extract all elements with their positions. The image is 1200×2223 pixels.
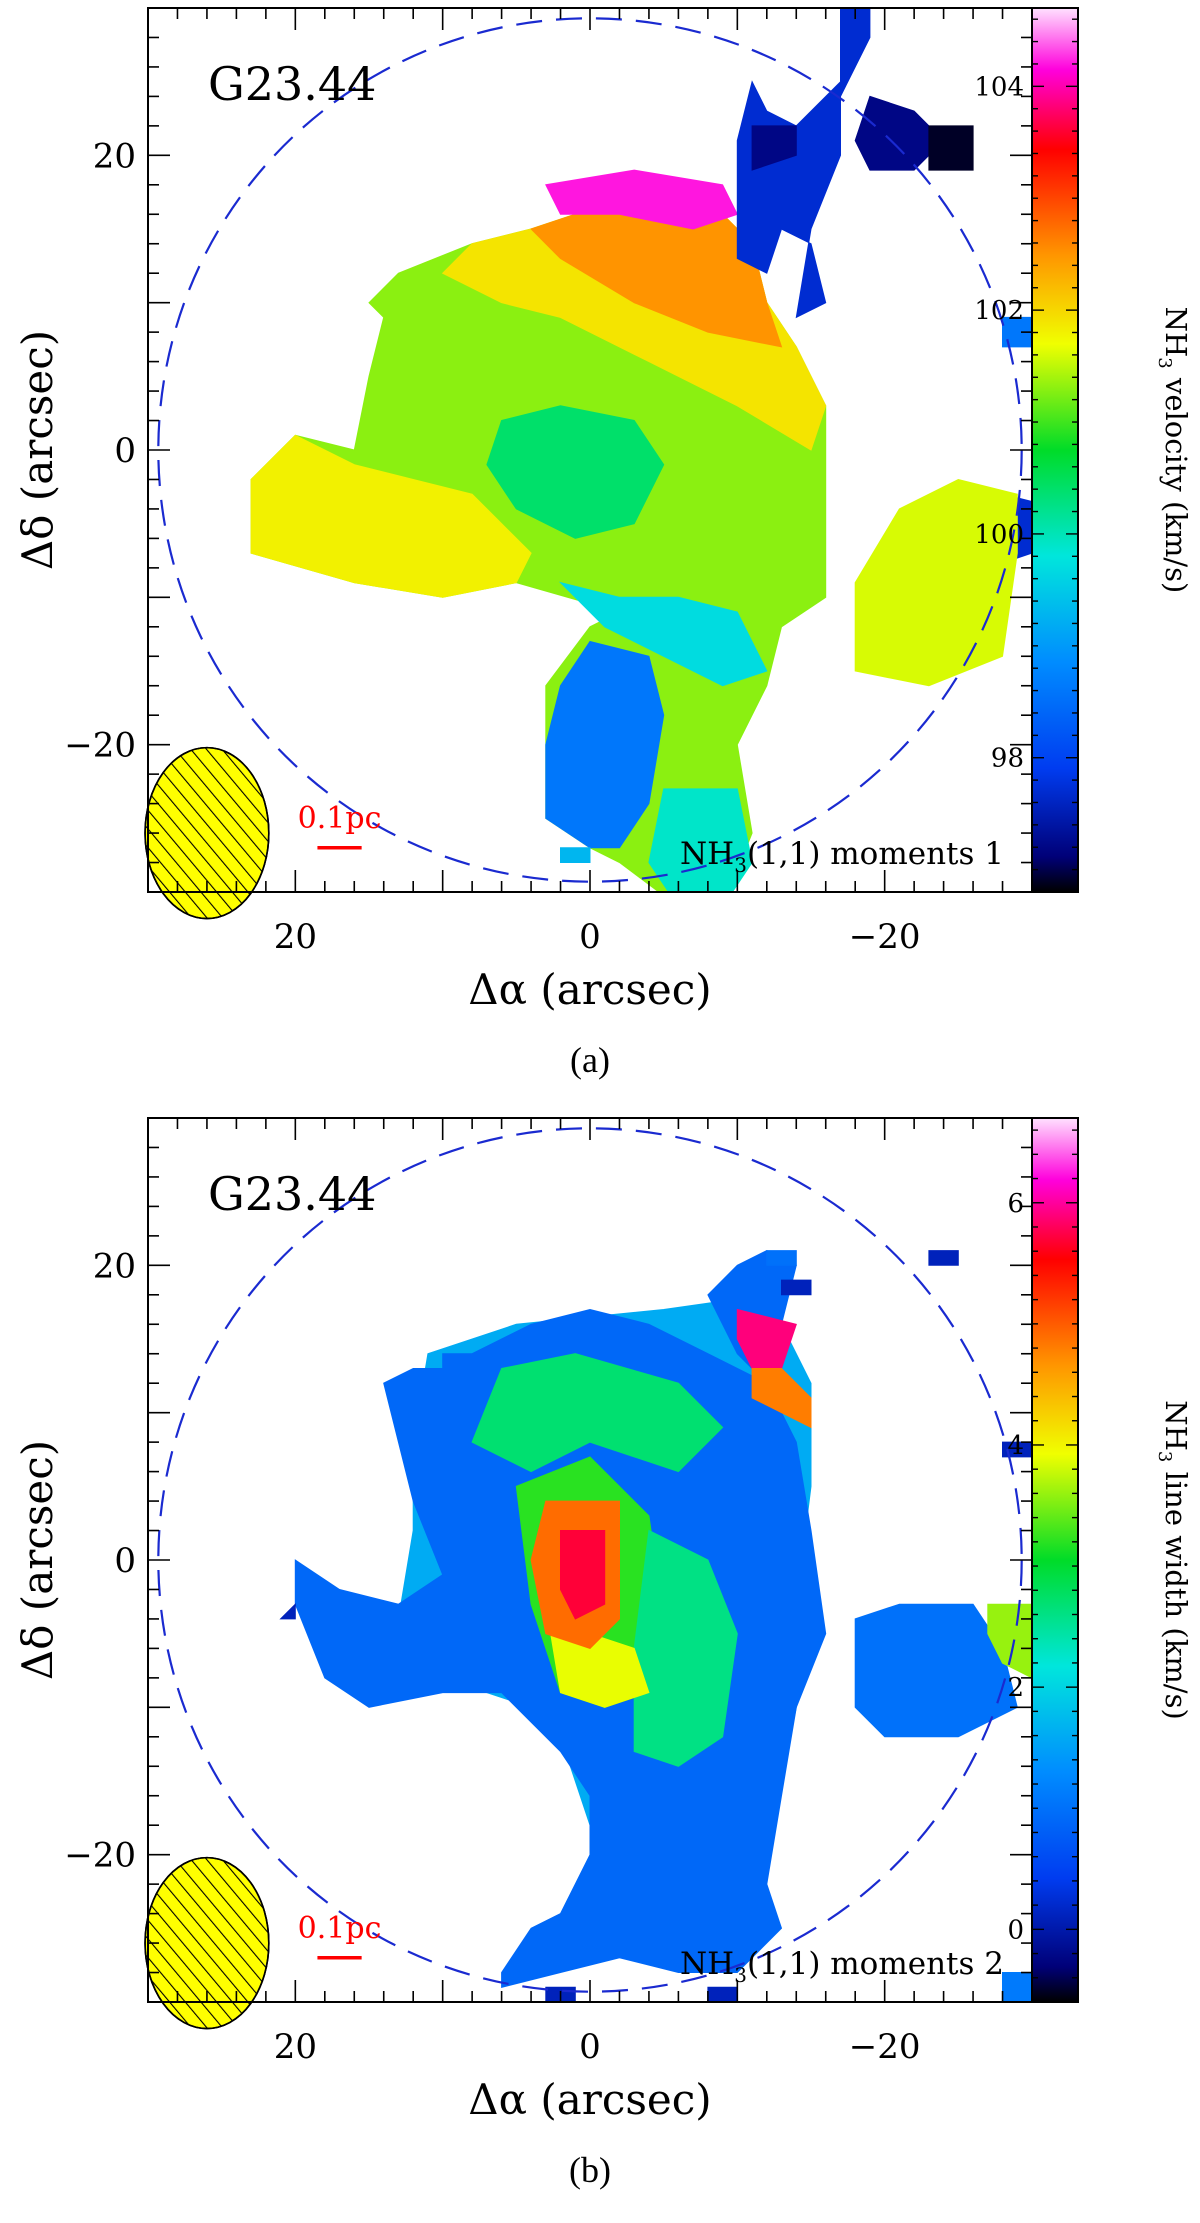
emission-region: [545, 169, 739, 230]
x-tick-label: −20: [849, 917, 921, 957]
x-axis-label: Δα (arcsec): [468, 965, 711, 1014]
colorbar: [1031, 7, 1079, 893]
colorbar-ticks: [1032, 1129, 1078, 1979]
y-tick-label: −20: [64, 1836, 136, 1876]
emission-region: [648, 788, 753, 892]
emission-region: [736, 8, 871, 319]
emission-map: [279, 1250, 1032, 2002]
scale-bar-label: 0.1pc: [298, 801, 382, 836]
axis-ticks: [147, 1117, 1033, 2003]
synthesized-beam-outline: [144, 746, 270, 920]
map-label: NH3(1,1) moments 1: [680, 836, 1004, 877]
emission-region: [781, 1279, 812, 1296]
colorbar: [1031, 1117, 1079, 2003]
colorbar-tick-label: 0: [1007, 1915, 1024, 1945]
y-tick-label: 20: [93, 1246, 136, 1286]
colorbar-tick-label: 4: [1007, 1431, 1024, 1461]
source-label: G23.44: [208, 1167, 376, 1221]
emission-region: [987, 1603, 1032, 1679]
emission-region: [928, 1250, 959, 1266]
axis-ticks: [147, 7, 1033, 893]
colorbar-ticks: [1032, 18, 1078, 893]
panel-caption: (b): [569, 2150, 611, 2190]
synthesized-beam-outline: [144, 1856, 270, 2030]
emission-region: [1002, 1441, 1032, 1458]
emission-region: [928, 125, 974, 171]
map-label: NH3(1,1) moments 2: [680, 1946, 1004, 1987]
panel-b: 0.1pc G23.44 NH3(1,1) moments 2 20 0 −20 20 0 −2…: [0, 1110, 1200, 2219]
emission-region: [545, 640, 665, 849]
emission-region: [854, 478, 1018, 687]
colorbar-tick-label: 102: [974, 296, 1024, 326]
emission-map: [250, 8, 1032, 892]
emission-region: [751, 125, 797, 171]
emission-region: [560, 1530, 606, 1620]
emission-region: [279, 1602, 296, 1620]
emission-region: [751, 1368, 812, 1429]
source-label: G23.44: [208, 57, 376, 111]
emission-region: [471, 1353, 724, 1473]
x-axis-label: Δα (arcsec): [468, 2075, 711, 2124]
scale-bar-label: 0.1pc: [298, 1911, 382, 1946]
x-tick-label: 20: [274, 917, 317, 957]
colorbar-tick-label: 100: [974, 520, 1024, 550]
colorbar-label: NH3 velocity (km/s): [1154, 307, 1193, 594]
colorbar-label: NH3 line width (km/s): [1154, 1400, 1193, 1720]
emission-region: [707, 1986, 738, 2002]
y-tick-label: 20: [93, 136, 136, 176]
y-axis-label: Δδ (arcsec): [13, 330, 62, 570]
x-tick-label: 20: [274, 2027, 317, 2067]
x-tick-label: −20: [849, 2027, 921, 2067]
colorbar-tick-label: 104: [974, 72, 1024, 102]
colorbar-tick-label: 6: [1007, 1189, 1024, 1219]
emission-region: [1002, 316, 1032, 348]
x-tick-label: 0: [579, 917, 601, 957]
colorbar-tick-label: 98: [991, 744, 1024, 774]
emission-region: [560, 847, 591, 863]
velocity-map-chart: 0.1pc G23.44 NH3(1,1) moments 1 20 0 −20 20 0 −2…: [13, 7, 1193, 1080]
colorbar-tick-label: 2: [1007, 1673, 1024, 1703]
emission-region: [854, 95, 945, 171]
y-axis-label: Δδ (arcsec): [13, 1440, 62, 1680]
emission-region: [486, 405, 665, 539]
y-tick-label: 0: [114, 431, 136, 471]
panel-a: 0.1pc G23.44 NH3(1,1) moments 1 20 0 −20 20 0 −2…: [0, 0, 1200, 1110]
emission-region: [1002, 1972, 1032, 2002]
x-tick-label: 0: [579, 2027, 601, 2067]
y-tick-label: 0: [114, 1541, 136, 1581]
emission-region: [766, 1250, 797, 1266]
emission-region: [250, 434, 532, 598]
y-tick-label: −20: [64, 726, 136, 766]
emission-region: [558, 581, 768, 687]
panel-caption: (a): [570, 1040, 610, 1080]
